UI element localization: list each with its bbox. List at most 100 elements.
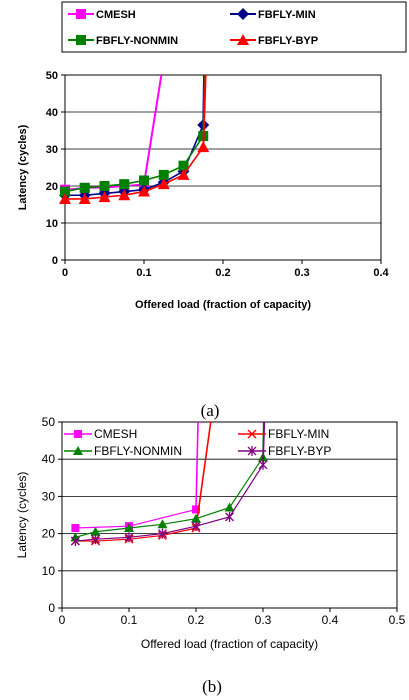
data-point: [139, 175, 149, 186]
data-point: [60, 186, 70, 197]
data-point: [124, 523, 134, 533]
data-point: [119, 179, 130, 190]
legend-item: FBFLY-MIN: [230, 8, 316, 21]
legend-marker: [76, 35, 86, 45]
x-tick-label: 0.1: [136, 267, 151, 279]
y-tick-label: 30: [42, 489, 56, 503]
legend-label: FBFLY-BYP: [268, 444, 331, 458]
x-tick-label: 0.3: [294, 267, 309, 279]
data-point: [59, 192, 71, 204]
legend-label: FBFLY-MIN: [268, 427, 329, 441]
legend-marker: [247, 446, 257, 456]
x-tick-label: 0: [62, 267, 68, 279]
legend-label: CMESH: [94, 427, 137, 441]
x-tick-label: 0.1: [121, 613, 138, 627]
asymptote-line: [195, 421, 212, 529]
data-point: [177, 168, 190, 180]
x-tick-label: 0.2: [215, 267, 230, 279]
y-tick-label: 0: [48, 601, 55, 615]
y-tick-label: 10: [42, 564, 56, 578]
series-line: [75, 508, 197, 529]
y-tick-label: 30: [46, 144, 58, 156]
asymptote-line: [202, 74, 207, 148]
plot-frame: [61, 421, 398, 609]
data-point: [79, 182, 90, 193]
asymptote-line: [143, 74, 163, 185]
data-point: [99, 181, 110, 191]
legend-label: FBFLY-BYP: [258, 35, 318, 47]
data-point: [124, 532, 134, 543]
data-point: [157, 519, 168, 529]
legend-label: FBFLY-NONMIN: [96, 35, 178, 47]
data-point: [71, 524, 80, 533]
y-axis-label: Latency (cycles): [17, 124, 29, 210]
legend-item: CMESH: [64, 427, 137, 441]
legend-item: FBFLY-MIN: [238, 427, 329, 441]
legend-label: FBFLY-NONMIN: [94, 444, 182, 458]
legend: CMESH FBFLY-MIN FBFLY-NONMIN FBFLY-BYP: [61, 1, 407, 53]
chart-b: 0 10 20 30 40 50 0 0.1 0.2 0.3 0.4 0.5 Offered load …: [15, 415, 406, 696]
x-axis-label: Offered load (fraction of capacity): [141, 637, 318, 651]
data-point: [178, 160, 189, 171]
legend-marker: [76, 9, 86, 19]
data-point: [138, 185, 150, 197]
x-tick-label: 0.3: [255, 613, 272, 627]
x-tick-label: 0.5: [389, 613, 406, 627]
legend-marker: [74, 430, 82, 438]
data-point: [224, 502, 235, 512]
series-line: [75, 457, 264, 538]
data-point: [90, 526, 101, 536]
data-point: [158, 169, 169, 180]
legend-box: [61, 1, 407, 53]
data-point: [197, 141, 210, 153]
legend: CMESH FBFLY-MIN FBFLY-NONMIN FBFLY-BYP: [64, 427, 331, 458]
asymptote-line: [262, 421, 266, 465]
series-line: [75, 464, 264, 542]
legend-marker: [73, 446, 83, 455]
legend-label: CMESH: [96, 9, 136, 21]
x-axis-label: Offered load (fraction of capacity): [135, 299, 311, 311]
asymptote-line: [195, 421, 199, 510]
y-tick-label: 0: [52, 255, 58, 267]
x-tick-label: 0.4: [322, 613, 339, 627]
data-point: [118, 189, 131, 201]
chart-a: 0 10 20 30 40 50 0 0.1 0.2 0.3 0.4 Offered load (fr…: [17, 1, 407, 420]
data-point: [192, 505, 200, 514]
data-point: [78, 192, 91, 204]
data-point: [157, 178, 170, 190]
legend-item: FBFLY-BYP: [238, 444, 331, 458]
data-point: [191, 521, 201, 532]
legend-marker: [237, 34, 249, 45]
legend-marker: [237, 8, 249, 20]
x-tick-label: 0.4: [373, 267, 389, 279]
y-tick-label: 20: [42, 527, 56, 541]
legend-item: FBFLY-NONMIN: [64, 444, 182, 458]
gridlines: [65, 74, 381, 224]
data-point: [225, 511, 234, 522]
data-point: [158, 528, 167, 539]
plot-frame: [64, 74, 382, 261]
y-tick-label: 50: [42, 415, 56, 429]
x-tick-label: 0.2: [188, 613, 205, 627]
data-point: [191, 513, 201, 523]
y-tick-label: 40: [46, 107, 58, 119]
y-tick-label: 10: [46, 218, 58, 230]
x-tick-label: 0: [59, 613, 66, 627]
data-point: [258, 459, 268, 470]
data-point: [91, 534, 100, 545]
series-fbfly-byp: [59, 74, 210, 204]
figure-caption: (a): [201, 401, 220, 420]
y-tick-label: 50: [46, 70, 58, 82]
figure-caption: (b): [202, 677, 222, 696]
legend-item: CMESH: [68, 9, 136, 21]
legend-item: FBFLY-NONMIN: [68, 35, 178, 47]
legend-item: FBFLY-BYP: [230, 34, 318, 47]
series-fbfly-byp: [70, 421, 268, 547]
data-point: [98, 191, 111, 203]
y-tick-label: 40: [42, 452, 56, 466]
data-point: [70, 536, 80, 547]
legend-marker: [247, 429, 257, 439]
y-tick-label: 20: [46, 181, 58, 193]
y-axis-label: Latency (cycles): [15, 472, 29, 559]
